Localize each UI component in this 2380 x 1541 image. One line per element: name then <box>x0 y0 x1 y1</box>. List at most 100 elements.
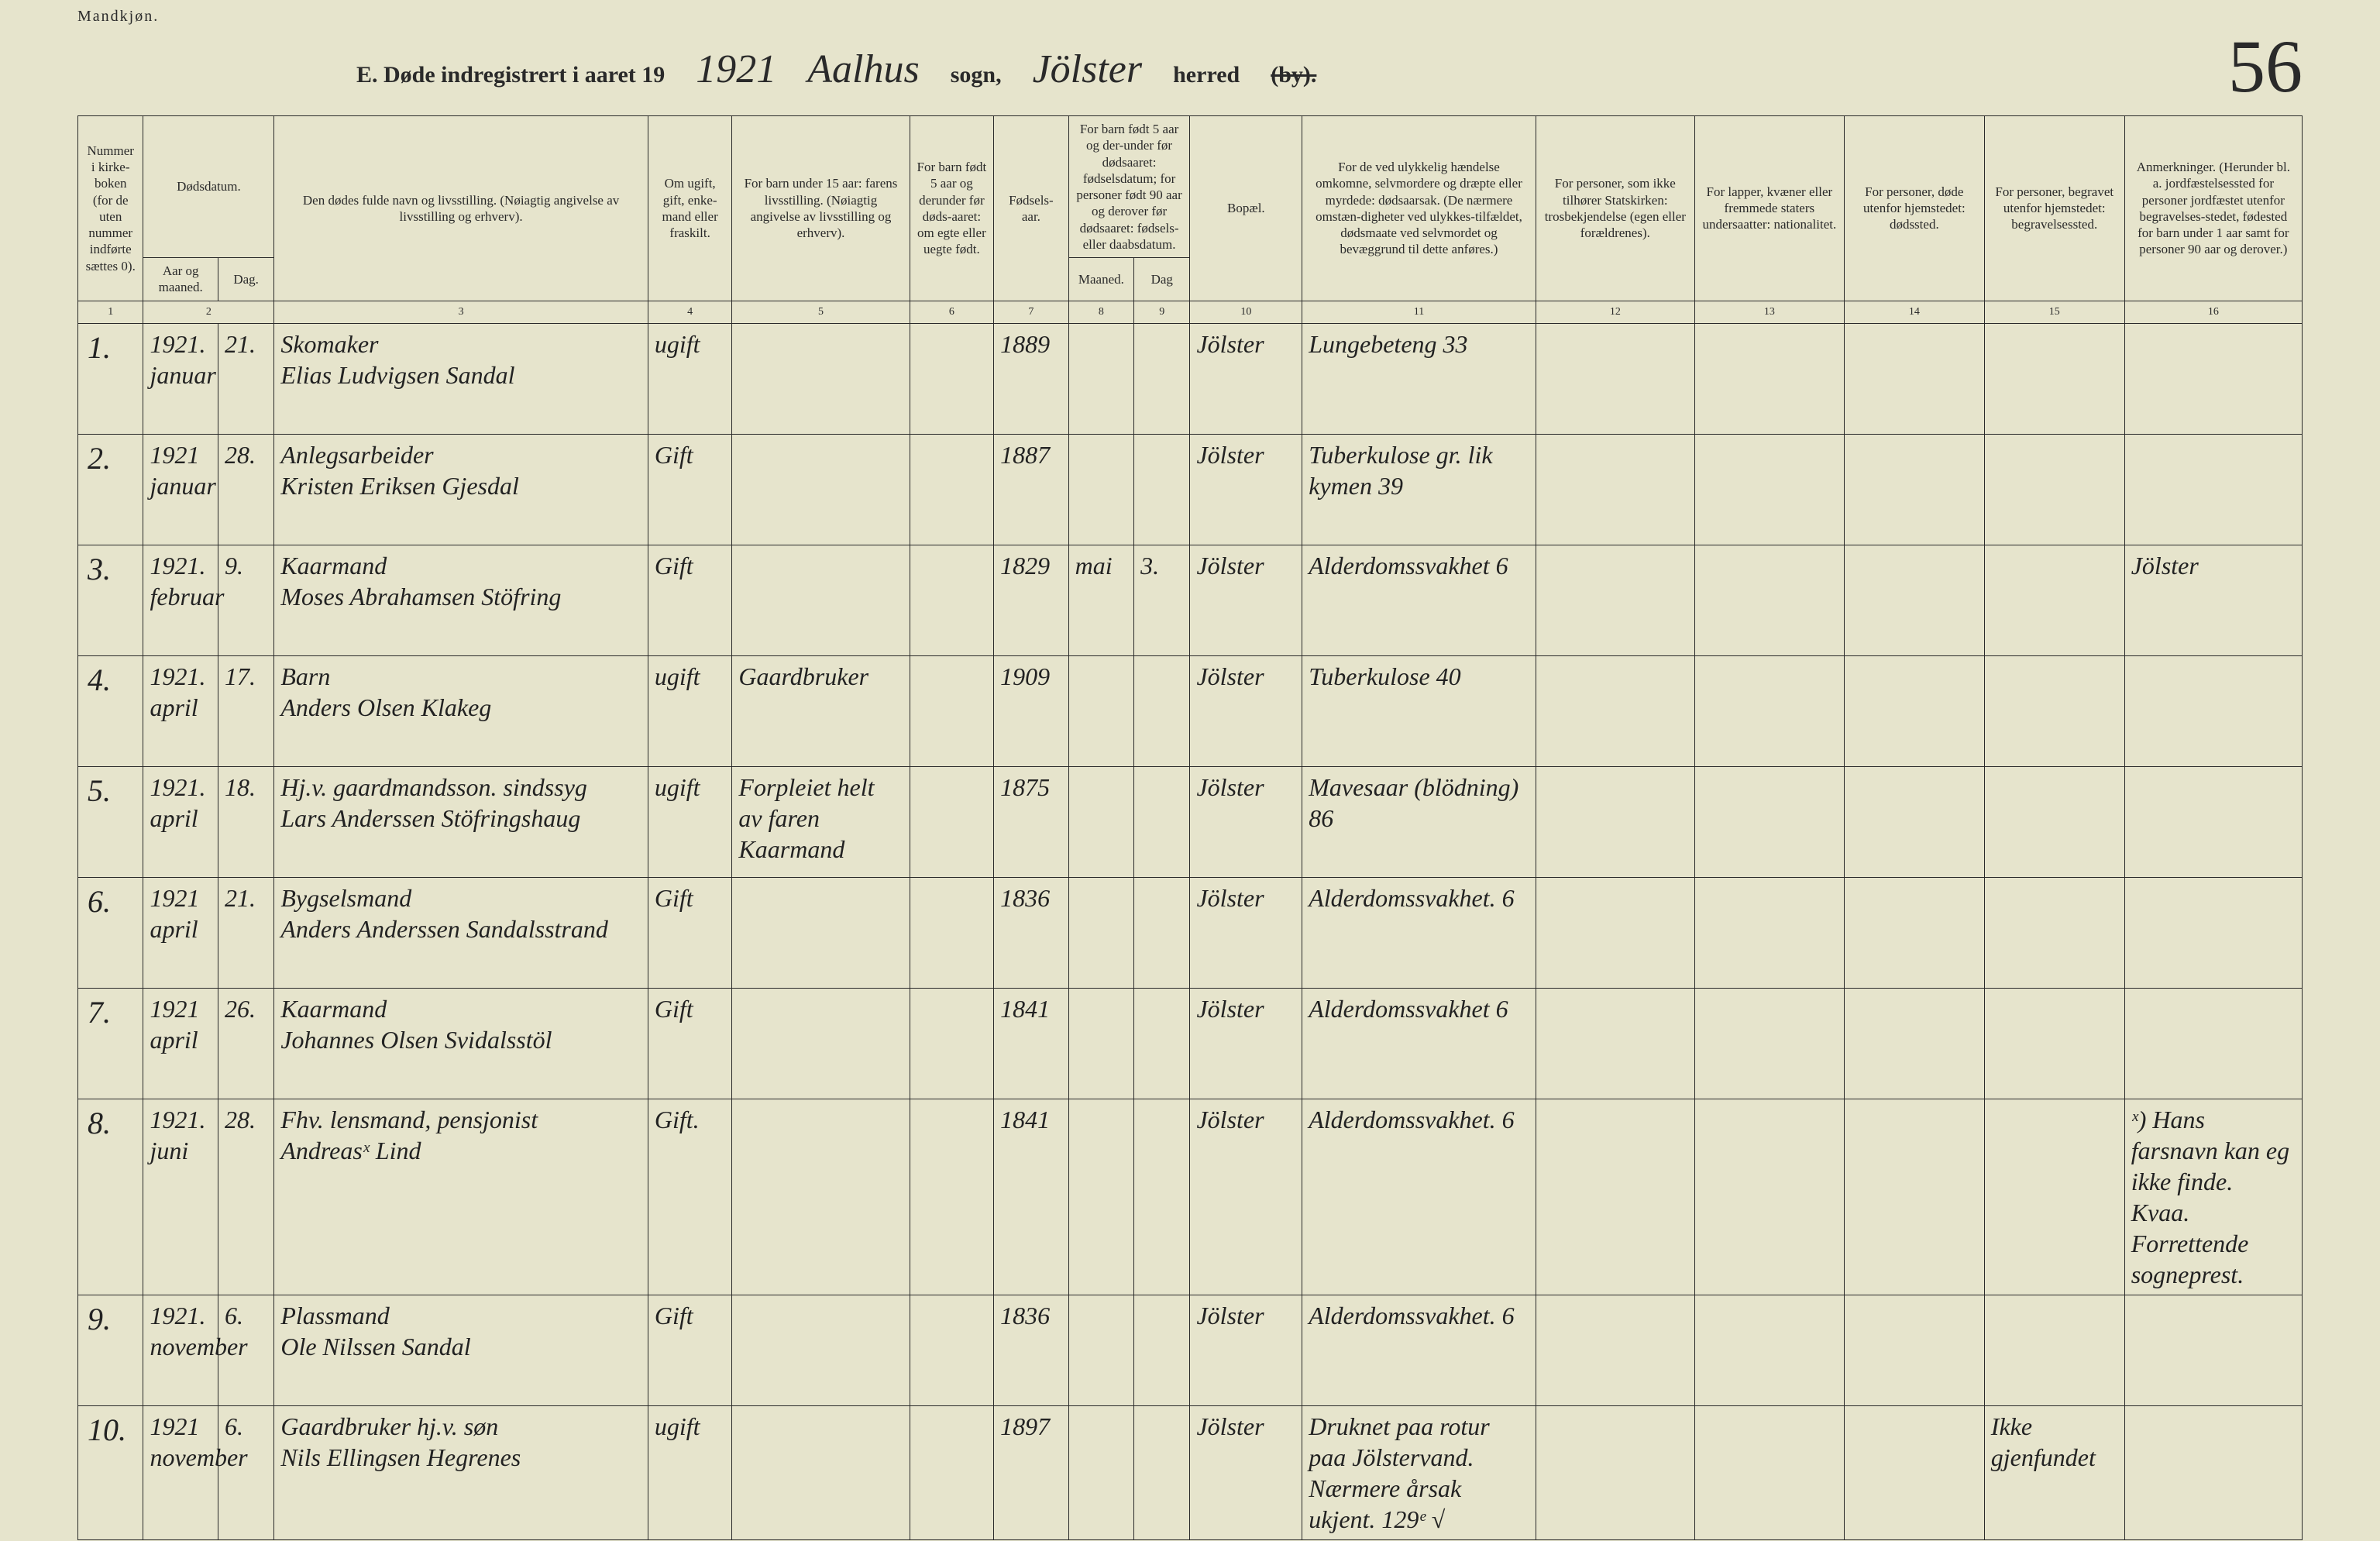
table-row: 8.1921. juni28.Fhv. lensmand, pensjonist… <box>78 1099 2303 1295</box>
table-row: 3.1921. februar9.Kaarmand Moses Abrahams… <box>78 545 2303 655</box>
cell: Fhv. lensmand, pensjonist Andreasˣ Lind <box>274 1099 648 1295</box>
cell: 5. <box>78 766 143 877</box>
cell <box>732 323 910 434</box>
cell: Lungebeteng 33 <box>1302 323 1536 434</box>
cell: 1836 <box>994 877 1069 988</box>
cell: 6. <box>78 877 143 988</box>
cell: Mavesaar (blödning) 86 <box>1302 766 1536 877</box>
col-num: 3 <box>274 301 648 323</box>
col-num: 16 <box>2124 301 2302 323</box>
cell: Forpleiet helt av faren Kaarmand <box>732 766 910 877</box>
cell <box>1068 1099 1133 1295</box>
cell <box>1134 766 1190 877</box>
cell <box>1844 1295 1984 1405</box>
cell: 1841 <box>994 1099 1069 1295</box>
col-num: 2 <box>143 301 274 323</box>
page-header: E. Døde indregistrert i aaret 19 1921 Aa… <box>77 46 2303 92</box>
col-header: For personer, døde utenfor hjemstedet: d… <box>1844 116 1984 301</box>
cell <box>1844 545 1984 655</box>
header-herred-written: Jölster <box>1033 46 1143 92</box>
cell: Gaardbruker <box>732 655 910 766</box>
cell <box>1694 988 1844 1099</box>
col-num: 1 <box>78 301 143 323</box>
cell <box>2124 323 2302 434</box>
cell <box>1984 434 2124 545</box>
cell: 21. <box>218 877 273 988</box>
cell: Jölster <box>1190 988 1302 1099</box>
cell <box>910 434 994 545</box>
cell: mai <box>1068 545 1133 655</box>
table-head: Nummer i kirke-boken (for de uten nummer… <box>78 116 2303 324</box>
cell: Jölster <box>1190 434 1302 545</box>
cell: 4. <box>78 655 143 766</box>
cell <box>1536 1405 1694 1539</box>
cell: 1909 <box>994 655 1069 766</box>
cell: Gift. <box>648 1099 732 1295</box>
cell <box>1844 1405 1984 1539</box>
col-num: 14 <box>1844 301 1984 323</box>
col-num: 9 <box>1134 301 1190 323</box>
cell <box>1134 988 1190 1099</box>
cell: ugift <box>648 323 732 434</box>
col-header: Nummer i kirke-boken (for de uten nummer… <box>78 116 143 301</box>
cell: Jölster <box>2124 545 2302 655</box>
cell <box>1844 988 1984 1099</box>
col-subheader: Dag. <box>218 258 273 301</box>
table-row: 10.1921 november6.Gaardbruker hj.v. søn … <box>78 1405 2303 1539</box>
cell: Gift <box>648 545 732 655</box>
cell: Jölster <box>1190 1295 1302 1405</box>
cell <box>1694 1295 1844 1405</box>
cell: 2. <box>78 434 143 545</box>
cell: Gift <box>648 877 732 988</box>
cell: 1836 <box>994 1295 1069 1405</box>
cell <box>1134 877 1190 988</box>
cell <box>910 1099 994 1295</box>
cell <box>1068 988 1133 1099</box>
cell: Gaardbruker hj.v. søn Nils Ellingsen Heg… <box>274 1405 648 1539</box>
col-header: Fødsels-aar. <box>994 116 1069 301</box>
cell: 3. <box>1134 545 1190 655</box>
cell <box>1694 655 1844 766</box>
cell <box>1068 323 1133 434</box>
cell <box>910 1405 994 1539</box>
cell <box>1844 766 1984 877</box>
cell <box>1134 1405 1190 1539</box>
cell: Jölster <box>1190 877 1302 988</box>
col-num: 10 <box>1190 301 1302 323</box>
cell <box>910 545 994 655</box>
cell: Kaarmand Johannes Olsen Svidalsstöl <box>274 988 648 1099</box>
col-header: Om ugift, gift, enke-mand eller fraskilt… <box>648 116 732 301</box>
cell <box>1068 434 1133 545</box>
cell: Bygselsmand Anders Anderssen Sandalsstra… <box>274 877 648 988</box>
cell: Jölster <box>1190 323 1302 434</box>
cell <box>2124 1405 2302 1539</box>
cell: Barn Anders Olsen Klakeg <box>274 655 648 766</box>
cell: Druknet paa rotur paa Jölstervand. Nærme… <box>1302 1405 1536 1539</box>
cell: Alderdomssvakhet 6 <box>1302 988 1536 1099</box>
cell <box>1694 1405 1844 1539</box>
cell: 7. <box>78 988 143 1099</box>
header-prefix: E. Døde indregistrert i aaret 19 <box>356 62 665 88</box>
col-header: For barn født 5 aar og derunder før døds… <box>910 116 994 301</box>
col-header: For barn under 15 aar: farens livsstilli… <box>732 116 910 301</box>
cell: 28. <box>218 1099 273 1295</box>
cell <box>1134 434 1190 545</box>
cell <box>1536 323 1694 434</box>
cell: 1921. april <box>143 655 218 766</box>
col-header: For lapper, kvæner eller fremmede stater… <box>1694 116 1844 301</box>
table-row: 5.1921. april18.Hj.v. gaardmandsson. sin… <box>78 766 2303 877</box>
col-num: 12 <box>1536 301 1694 323</box>
cell: Anlegsarbeider Kristen Eriksen Gjesdal <box>274 434 648 545</box>
cell: Gift <box>648 988 732 1099</box>
cell: 9. <box>218 545 273 655</box>
cell <box>910 766 994 877</box>
cell: 17. <box>218 655 273 766</box>
col-header: Bopæl. <box>1190 116 1302 301</box>
cell: 1921. april <box>143 766 218 877</box>
column-number-row: 1 2 3 4 5 6 7 8 9 10 11 12 13 14 15 16 <box>78 301 2303 323</box>
cell: Ikke gjenfundet <box>1984 1405 2124 1539</box>
cell: Alderdomssvakhet 6 <box>1302 545 1536 655</box>
cell: 1921 januar <box>143 434 218 545</box>
cell <box>1134 323 1190 434</box>
cell: Tuberkulose gr. lik kymen 39 <box>1302 434 1536 545</box>
